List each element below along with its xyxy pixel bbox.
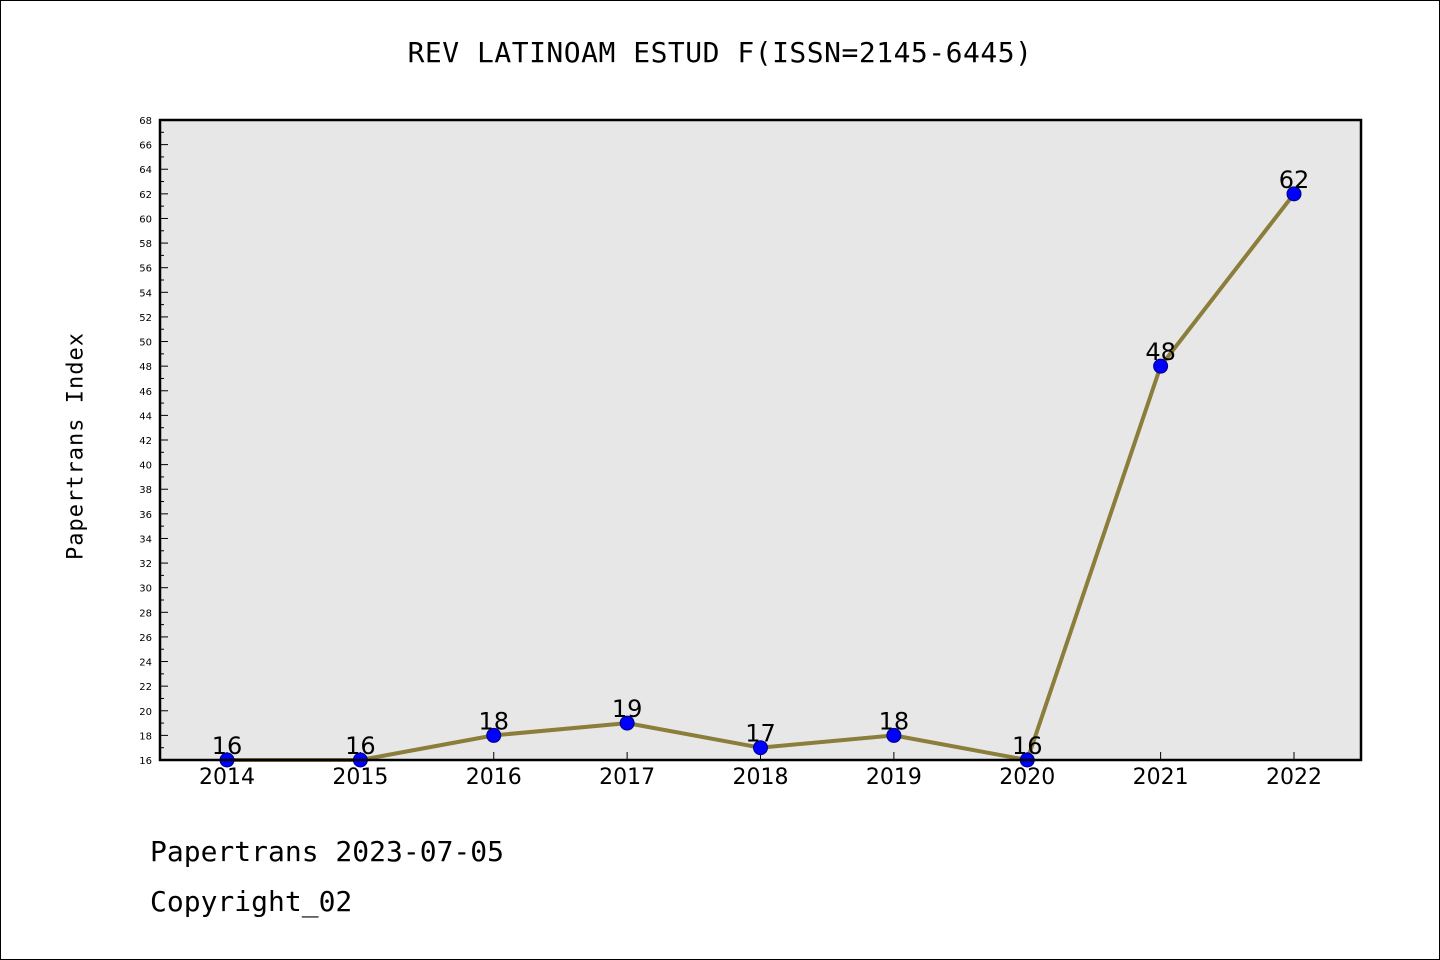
- footer-copyright: Copyright_02: [150, 885, 353, 918]
- y-tick-label: 60: [139, 214, 152, 225]
- y-tick-label: 18: [139, 731, 152, 742]
- data-point: [886, 727, 902, 743]
- y-tick-label: 32: [139, 559, 152, 570]
- x-tick-label: 2016: [466, 765, 522, 790]
- y-tick-label: 46: [139, 387, 152, 398]
- x-tick-label: 2022: [1266, 765, 1322, 790]
- y-tick-label: 56: [139, 264, 152, 275]
- x-tick-label: 2018: [733, 765, 789, 790]
- y-tick-label: 16: [139, 756, 152, 767]
- data-label: 16: [345, 732, 376, 760]
- y-tick-label: 42: [139, 436, 152, 447]
- data-point: [619, 715, 635, 731]
- y-tick-label: 20: [139, 707, 152, 718]
- data-point: [1153, 358, 1169, 374]
- data-label: 62: [1279, 166, 1310, 194]
- x-tick-label: 2019: [866, 765, 922, 790]
- y-tick-label: 68: [139, 116, 152, 127]
- x-tick-label: 2014: [199, 765, 255, 790]
- y-tick-label: 52: [139, 313, 152, 324]
- y-tick-label: 64: [139, 165, 152, 176]
- chart-title: REV LATINOAM ESTUD F(ISSN=2145-6445): [407, 36, 1033, 69]
- footer-date: Papertrans 2023-07-05: [150, 835, 505, 868]
- x-tick-label: 2015: [332, 765, 388, 790]
- data-label: 18: [879, 707, 910, 735]
- y-tick-label: 26: [139, 633, 152, 644]
- y-tick-label: 28: [139, 608, 152, 619]
- data-point: [1286, 186, 1302, 202]
- x-tick-label: 2020: [999, 765, 1055, 790]
- x-axis: 2014 2015 2016 2017 2018 2019 2020 2021 2022: [199, 752, 1322, 790]
- y-tick-label: 38: [139, 485, 152, 496]
- data-point: [486, 727, 502, 743]
- data-label: 48: [1145, 338, 1176, 366]
- plot-border: [158, 118, 1363, 762]
- data-label: 16: [212, 732, 243, 760]
- data-label: 16: [1012, 732, 1043, 760]
- y-tick-label: 58: [139, 239, 152, 250]
- y-tick-label: 30: [139, 584, 152, 595]
- y-tick-label: 48: [139, 362, 152, 373]
- data-label: 18: [478, 707, 509, 735]
- y-tick-label: 44: [139, 411, 152, 422]
- data-labels: 16 16 18 19 17 18 16 48 62: [212, 166, 1310, 760]
- y-tick-label: 22: [139, 682, 152, 693]
- y-tick-label: 62: [139, 190, 152, 201]
- data-label: 19: [612, 695, 643, 723]
- y-tick-label: 40: [139, 461, 152, 472]
- plot-area: [160, 120, 1361, 760]
- x-tick-label: 2021: [1133, 765, 1189, 790]
- data-point: [753, 740, 768, 756]
- y-tick-label: 50: [139, 338, 152, 349]
- x-tick-label: 2017: [599, 765, 655, 790]
- data-label: 17: [745, 720, 776, 748]
- y-tick-label: 36: [139, 510, 152, 521]
- y-tick-label: 34: [139, 534, 152, 545]
- y-tick-label: 66: [139, 141, 152, 152]
- y-tick-label: 24: [139, 658, 152, 669]
- y-tick-label: 54: [139, 288, 152, 299]
